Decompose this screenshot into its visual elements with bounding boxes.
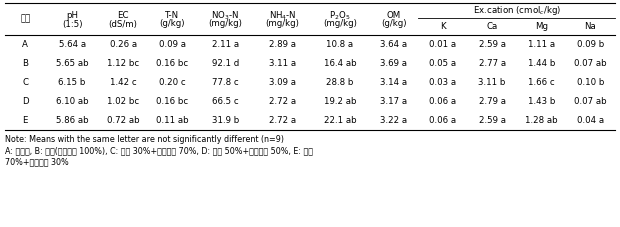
Text: 1.02 bc: 1.02 bc bbox=[107, 97, 140, 106]
Text: 0.05 a: 0.05 a bbox=[430, 59, 456, 68]
Text: 2.59 a: 2.59 a bbox=[479, 40, 506, 49]
Text: Ex.cation (cmol$_c$/kg): Ex.cation (cmol$_c$/kg) bbox=[472, 4, 561, 17]
Text: 0.20 c: 0.20 c bbox=[159, 78, 185, 87]
Text: (mg/kg): (mg/kg) bbox=[265, 20, 299, 29]
Text: 0.04 a: 0.04 a bbox=[577, 116, 604, 125]
Text: 1.12 bc: 1.12 bc bbox=[107, 59, 140, 68]
Text: 1.11 a: 1.11 a bbox=[528, 40, 555, 49]
Text: 0.09 a: 0.09 a bbox=[159, 40, 186, 49]
Text: 2.72 a: 2.72 a bbox=[268, 97, 296, 106]
Text: 28.8 b: 28.8 b bbox=[326, 78, 354, 87]
Text: 31.9 b: 31.9 b bbox=[212, 116, 239, 125]
Text: 92.1 d: 92.1 d bbox=[212, 59, 239, 68]
Text: 2.11 a: 2.11 a bbox=[212, 40, 239, 49]
Text: 10.8 a: 10.8 a bbox=[327, 40, 353, 49]
Text: (mg/kg): (mg/kg) bbox=[323, 20, 357, 29]
Text: 6.15 b: 6.15 b bbox=[58, 78, 86, 87]
Text: 1.42 c: 1.42 c bbox=[110, 78, 136, 87]
Text: 3.11 a: 3.11 a bbox=[268, 59, 296, 68]
Text: T-N: T-N bbox=[166, 12, 179, 20]
Text: 2.72 a: 2.72 a bbox=[268, 116, 296, 125]
Text: 0.16 bc: 0.16 bc bbox=[156, 59, 188, 68]
Text: 1.66 c: 1.66 c bbox=[528, 78, 555, 87]
Text: NH$_4$-N: NH$_4$-N bbox=[268, 10, 296, 22]
Text: 0.26 a: 0.26 a bbox=[110, 40, 137, 49]
Text: K: K bbox=[440, 22, 446, 31]
Text: A: 무처리, B: 관행(요소비료 100%), C: 배액 30%+요소비료 70%, D: 배액 50%+요소비료 50%, E: 배액: A: 무처리, B: 관행(요소비료 100%), C: 배액 30%+요소비료… bbox=[5, 146, 313, 155]
Text: OM: OM bbox=[387, 12, 401, 20]
Text: EC: EC bbox=[117, 12, 129, 20]
Text: (g/kg): (g/kg) bbox=[159, 20, 185, 29]
Text: Na: Na bbox=[585, 22, 596, 31]
Text: 0.07 ab: 0.07 ab bbox=[574, 59, 607, 68]
Text: 3.64 a: 3.64 a bbox=[380, 40, 407, 49]
Text: 0.01 a: 0.01 a bbox=[430, 40, 456, 49]
Text: 0.07 ab: 0.07 ab bbox=[574, 97, 607, 106]
Text: P$_2$O$_5$: P$_2$O$_5$ bbox=[329, 10, 351, 22]
Text: 0.03 a: 0.03 a bbox=[430, 78, 456, 87]
Text: 5.86 ab: 5.86 ab bbox=[56, 116, 89, 125]
Text: 0.06 a: 0.06 a bbox=[430, 97, 456, 106]
Text: 1.43 b: 1.43 b bbox=[528, 97, 555, 106]
Text: 0.09 b: 0.09 b bbox=[577, 40, 604, 49]
Text: B: B bbox=[22, 59, 29, 68]
Text: 6.10 ab: 6.10 ab bbox=[56, 97, 89, 106]
Text: 3.69 a: 3.69 a bbox=[380, 59, 407, 68]
Text: E: E bbox=[22, 116, 28, 125]
Text: 2.89 a: 2.89 a bbox=[269, 40, 296, 49]
Text: Note: Means with the same letter are not significantly different (n=9): Note: Means with the same letter are not… bbox=[5, 135, 284, 144]
Text: (g/kg): (g/kg) bbox=[381, 20, 407, 29]
Text: 0.11 ab: 0.11 ab bbox=[156, 116, 188, 125]
Text: 1.44 b: 1.44 b bbox=[528, 59, 555, 68]
Text: 77.8 c: 77.8 c bbox=[212, 78, 239, 87]
Text: 5.65 ab: 5.65 ab bbox=[56, 59, 89, 68]
Text: 2.77 a: 2.77 a bbox=[479, 59, 506, 68]
Text: 19.2 ab: 19.2 ab bbox=[324, 97, 356, 106]
Text: 0.72 ab: 0.72 ab bbox=[107, 116, 140, 125]
Text: Mg: Mg bbox=[535, 22, 548, 31]
Text: 66.5 c: 66.5 c bbox=[212, 97, 239, 106]
Text: 1.28 ab: 1.28 ab bbox=[525, 116, 557, 125]
Text: 3.17 a: 3.17 a bbox=[380, 97, 407, 106]
Text: 3.14 a: 3.14 a bbox=[380, 78, 407, 87]
Text: C: C bbox=[22, 78, 29, 87]
Text: pH: pH bbox=[66, 12, 78, 20]
Text: 처리: 처리 bbox=[20, 15, 30, 24]
Text: 70%+요소비료 30%: 70%+요소비료 30% bbox=[5, 157, 69, 166]
Text: Ca: Ca bbox=[487, 22, 498, 31]
Text: 3.09 a: 3.09 a bbox=[269, 78, 296, 87]
Text: 3.11 b: 3.11 b bbox=[479, 78, 506, 87]
Text: NO$_3$-N: NO$_3$-N bbox=[211, 10, 239, 22]
Text: 16.4 ab: 16.4 ab bbox=[324, 59, 356, 68]
Text: 2.59 a: 2.59 a bbox=[479, 116, 506, 125]
Text: 0.10 b: 0.10 b bbox=[577, 78, 604, 87]
Text: 5.64 a: 5.64 a bbox=[58, 40, 86, 49]
Text: A: A bbox=[22, 40, 29, 49]
Text: 0.16 bc: 0.16 bc bbox=[156, 97, 188, 106]
Text: 22.1 ab: 22.1 ab bbox=[324, 116, 356, 125]
Text: (1:5): (1:5) bbox=[62, 20, 82, 29]
Text: 0.06 a: 0.06 a bbox=[430, 116, 456, 125]
Text: 2.79 a: 2.79 a bbox=[479, 97, 506, 106]
Text: D: D bbox=[22, 97, 29, 106]
Text: (dS/m): (dS/m) bbox=[108, 20, 138, 29]
Text: 3.22 a: 3.22 a bbox=[380, 116, 407, 125]
Text: (mg/kg): (mg/kg) bbox=[208, 20, 242, 29]
